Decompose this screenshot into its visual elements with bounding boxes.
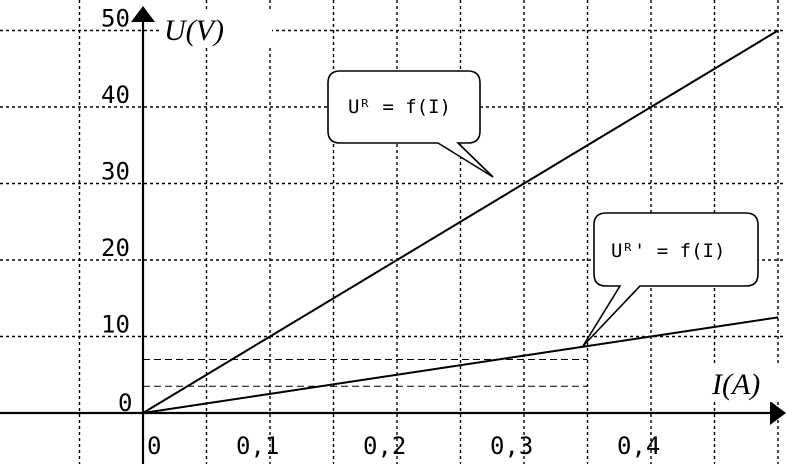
- x-tick-label: 0,2: [363, 432, 406, 460]
- callout-ur-prime-bubble: [582, 212, 759, 347]
- callout-ur-prime: Uᴿ' = f(I): [582, 212, 759, 347]
- y-tick-label: 50: [101, 5, 130, 33]
- x-axis-arrow: [770, 401, 786, 425]
- y-tick-label: 40: [101, 81, 130, 109]
- y-tick-label: 20: [101, 234, 130, 262]
- x-tick-label: 0,3: [490, 432, 533, 460]
- series-ur-prime-line: [142, 316, 779, 414]
- y-tick-label: 10: [101, 311, 130, 339]
- callout-ur-bubble: [327, 70, 494, 178]
- series-ur-line: [142, 29, 779, 414]
- y-axis-title: U(V): [164, 14, 224, 47]
- guide-lines: [143, 358, 588, 387]
- y-axis-arrow: [131, 6, 155, 22]
- callout-ur: Uᴿ = f(I): [327, 70, 494, 178]
- x-tick-label: 0,4: [617, 432, 660, 460]
- series-lines: [142, 29, 779, 414]
- callout-ur-prime-label: Uᴿ' = f(I): [611, 240, 725, 262]
- axes: [0, 6, 786, 464]
- x-axis-title-bg: [712, 366, 780, 402]
- x-tick-label: 0: [147, 432, 161, 460]
- y-tick-label: 0: [118, 389, 132, 417]
- callout-ur-label: Uᴿ = f(I): [348, 96, 451, 118]
- y-axis-title-bg: [162, 10, 272, 46]
- tick-labels: 0 0,1 0,2 0,3 0,4 0 10 20 30 40 50: [101, 5, 660, 461]
- x-axis-title: I(A): [711, 368, 760, 401]
- y-tick-label: 30: [101, 158, 130, 186]
- x-tick-label: 0,1: [236, 432, 279, 460]
